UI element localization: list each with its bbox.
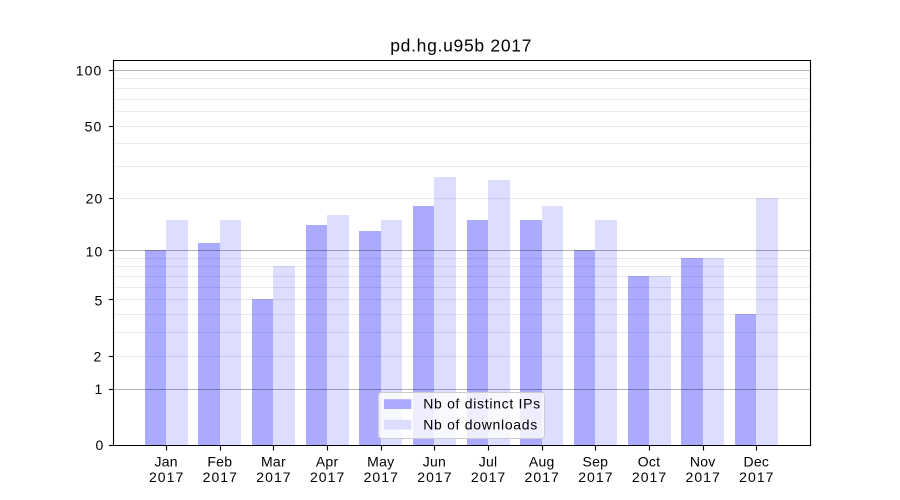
svg-text:Jan: Jan (154, 453, 177, 469)
svg-text:2: 2 (93, 348, 102, 364)
svg-text:Aug: Aug (529, 453, 555, 469)
svg-text:Mar: Mar (261, 453, 286, 469)
svg-text:Jul: Jul (479, 453, 498, 469)
svg-text:2017: 2017 (686, 469, 721, 485)
svg-text:0: 0 (95, 437, 104, 453)
svg-text:1: 1 (94, 381, 103, 397)
svg-text:5: 5 (94, 292, 103, 308)
svg-text:Nb of downloads: Nb of downloads (423, 417, 538, 433)
svg-text:2017: 2017 (364, 469, 399, 485)
svg-text:Nb of distinct IPs: Nb of distinct IPs (423, 396, 541, 412)
svg-text:100: 100 (76, 62, 103, 78)
svg-text:Feb: Feb (207, 453, 232, 469)
svg-text:May: May (367, 453, 394, 469)
svg-text:2017: 2017 (578, 469, 613, 485)
svg-text:2017: 2017 (471, 469, 506, 485)
svg-text:Jun: Jun (423, 453, 446, 469)
svg-text:2017: 2017 (203, 469, 238, 485)
svg-text:Sep: Sep (583, 453, 609, 469)
svg-text:Oct: Oct (638, 453, 661, 469)
svg-text:2017: 2017 (417, 469, 452, 485)
svg-text:2017: 2017 (632, 469, 667, 485)
svg-text:2017: 2017 (149, 469, 184, 485)
svg-text:2017: 2017 (256, 469, 291, 485)
svg-text:pd.hg.u95b 2017: pd.hg.u95b 2017 (390, 35, 532, 55)
svg-text:50: 50 (85, 118, 103, 134)
svg-text:20: 20 (86, 190, 104, 206)
svg-text:Nov: Nov (690, 453, 716, 469)
svg-text:10: 10 (86, 243, 104, 259)
svg-text:2017: 2017 (525, 469, 560, 485)
svg-text:2017: 2017 (310, 469, 345, 485)
svg-text:Apr: Apr (316, 453, 339, 469)
svg-text:2017: 2017 (739, 469, 774, 485)
svg-text:Dec: Dec (744, 453, 770, 469)
